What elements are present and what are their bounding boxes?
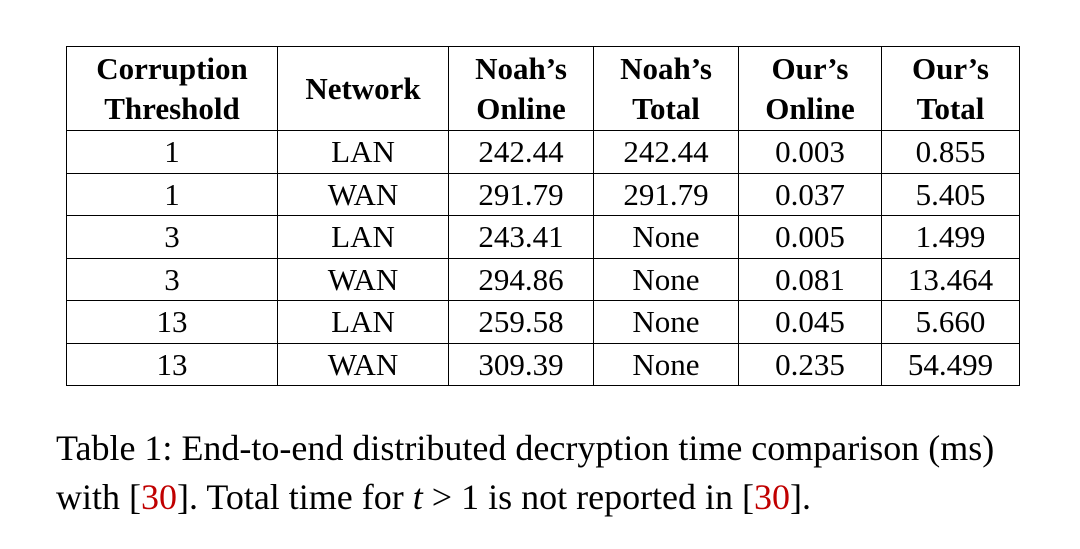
table-cell: WAN <box>277 172 449 216</box>
table-cell: 259.58 <box>448 300 594 344</box>
table-cell: 1 <box>66 130 278 174</box>
table-cell: 242.44 <box>448 130 594 174</box>
results-table: Corruption Threshold Network Noah’s Onli… <box>66 46 1020 386</box>
table-cell: WAN <box>277 342 449 386</box>
header-text: Total <box>632 90 700 126</box>
table-cell: 5.405 <box>881 172 1020 216</box>
header-text: Noah’s <box>475 50 567 86</box>
header-text: Threshold <box>104 90 240 126</box>
math-variable: t <box>412 477 423 517</box>
table-cell: 13 <box>66 342 278 386</box>
table-cell: 0.037 <box>738 172 882 216</box>
table-row: 1 WAN 291.79 291.79 0.037 5.405 <box>66 172 1020 216</box>
table-row: 13 LAN 259.58 None 0.045 5.660 <box>66 300 1020 344</box>
citation-link[interactable]: 30 <box>141 477 177 517</box>
table-cell: 13.464 <box>881 257 1020 301</box>
table-cell: 54.499 <box>881 342 1020 386</box>
header-network: Network <box>277 46 449 131</box>
header-text: Our’s <box>771 50 849 86</box>
table-cell: 3 <box>66 257 278 301</box>
table-cell: 5.660 <box>881 300 1020 344</box>
table-cell: LAN <box>277 215 449 259</box>
table-cell: 291.79 <box>448 172 594 216</box>
table-cell: 309.39 <box>448 342 594 386</box>
header-noahs-online: Noah’s Online <box>448 46 594 131</box>
caption-text: ]. Total time for <box>177 477 413 517</box>
header-text: Our’s <box>912 50 989 86</box>
table-cell: 0.855 <box>881 130 1020 174</box>
header-noahs-total: Noah’s Total <box>593 46 739 131</box>
header-text: Online <box>476 90 566 126</box>
table-row: 13 WAN 309.39 None 0.235 54.499 <box>66 342 1020 386</box>
header-corruption-threshold: Corruption Threshold <box>66 46 278 131</box>
table-cell: WAN <box>277 257 449 301</box>
table-cell: 13 <box>66 300 278 344</box>
table-cell: 291.79 <box>593 172 739 216</box>
header-text: Corruption <box>96 50 248 86</box>
citation-link[interactable]: 30 <box>754 477 791 517</box>
table-cell: LAN <box>277 130 449 174</box>
table-cell: 0.045 <box>738 300 882 344</box>
table-cell: 294.86 <box>448 257 594 301</box>
table-cell: 3 <box>66 215 278 259</box>
table-cell: 0.235 <box>738 342 882 386</box>
table-cell: 1 <box>66 172 278 216</box>
caption-text: ]. <box>790 477 812 517</box>
table-row: 3 WAN 294.86 None 0.081 13.464 <box>66 257 1020 301</box>
table-cell: 243.41 <box>448 215 594 259</box>
header-row: Corruption Threshold Network Noah’s Onli… <box>66 46 1020 131</box>
table-row: 1 LAN 242.44 242.44 0.003 0.855 <box>66 130 1020 174</box>
header-text: Online <box>765 90 855 126</box>
caption-text: > 1 is not reported in [ <box>422 477 755 517</box>
table-cell: None <box>593 300 739 344</box>
table-cell: None <box>593 257 739 301</box>
table-caption: Table 1: End-to-end distributed decrypti… <box>56 424 1056 522</box>
caption-text: Table 1: End-to-end distributed decrypti… <box>56 428 995 517</box>
header-text: Noah’s <box>620 50 712 86</box>
table-cell: 1.499 <box>881 215 1020 259</box>
table-cell: 0.003 <box>738 130 882 174</box>
table-cell: 0.005 <box>738 215 882 259</box>
table-cell: 0.081 <box>738 257 882 301</box>
header-text: Total <box>916 90 985 126</box>
header-ours-total: Our’s Total <box>881 46 1020 131</box>
table-cell: LAN <box>277 300 449 344</box>
table-cell: None <box>593 215 739 259</box>
table-row: 3 LAN 243.41 None 0.005 1.499 <box>66 215 1020 259</box>
table-cell: 242.44 <box>593 130 739 174</box>
table-cell: None <box>593 342 739 386</box>
header-ours-online: Our’s Online <box>738 46 882 131</box>
header-text: Network <box>305 70 421 106</box>
